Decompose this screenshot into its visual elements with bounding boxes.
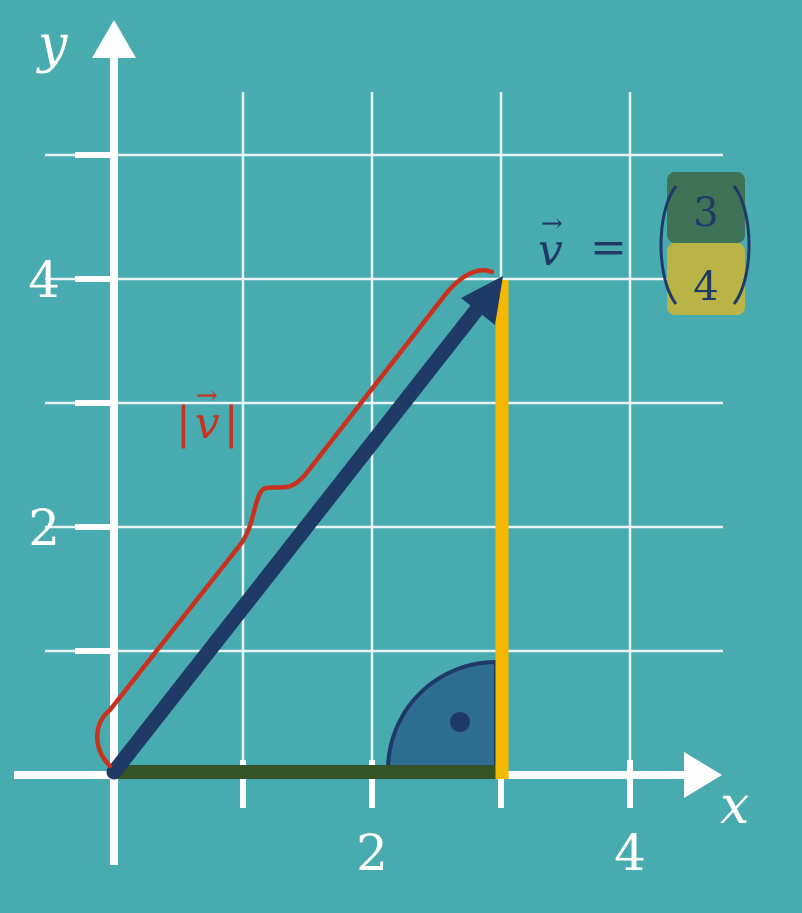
vector-arrow-glyph: →	[541, 209, 563, 239]
y-tick-label: 4	[28, 251, 60, 309]
right-angle-marker	[385, 659, 498, 772]
x-tick-label: 2	[356, 824, 388, 882]
vector-symbol: v	[538, 225, 563, 276]
equals-sign: =	[590, 222, 627, 273]
y-component-value: 4	[693, 264, 718, 310]
magnitude-arrow-glyph: →	[196, 381, 218, 411]
right-parenthesis	[732, 185, 751, 305]
y-tick-labels: 24	[28, 251, 60, 557]
x-axis-label: x	[720, 776, 749, 836]
x-tick-label: 4	[614, 824, 646, 882]
vector-v-shaft	[106, 300, 486, 780]
vector-v-arrowhead	[461, 276, 503, 325]
y-tick-label: 2	[28, 499, 60, 557]
magnitude-label: |v|	[176, 398, 239, 449]
y-axis-arrowhead	[92, 20, 136, 58]
x-component-value: 3	[693, 190, 718, 236]
x-axis-arrowhead	[684, 752, 722, 798]
y-component-box	[667, 243, 745, 315]
y-axis-label: y	[36, 15, 68, 75]
right-angle-dot	[450, 712, 470, 732]
left-parenthesis	[659, 185, 678, 305]
x-component-box	[667, 172, 745, 243]
magnitude-brace	[95, 268, 495, 769]
y-tick-marks	[75, 152, 114, 654]
